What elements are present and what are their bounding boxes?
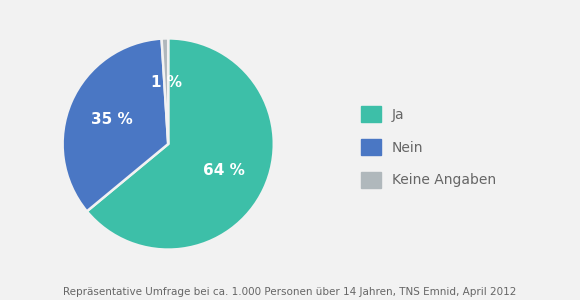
Legend: Ja, Nein, Keine Angaben: Ja, Nein, Keine Angaben bbox=[356, 101, 501, 193]
Wedge shape bbox=[63, 39, 168, 211]
Text: 35 %: 35 % bbox=[91, 112, 133, 127]
Text: 1 %: 1 % bbox=[151, 75, 182, 90]
Text: Repräsentative Umfrage bei ca. 1.000 Personen über 14 Jahren, TNS Emnid, April 2: Repräsentative Umfrage bei ca. 1.000 Per… bbox=[63, 287, 517, 297]
Text: 64 %: 64 % bbox=[202, 163, 245, 178]
Wedge shape bbox=[162, 38, 168, 144]
Wedge shape bbox=[87, 38, 274, 250]
